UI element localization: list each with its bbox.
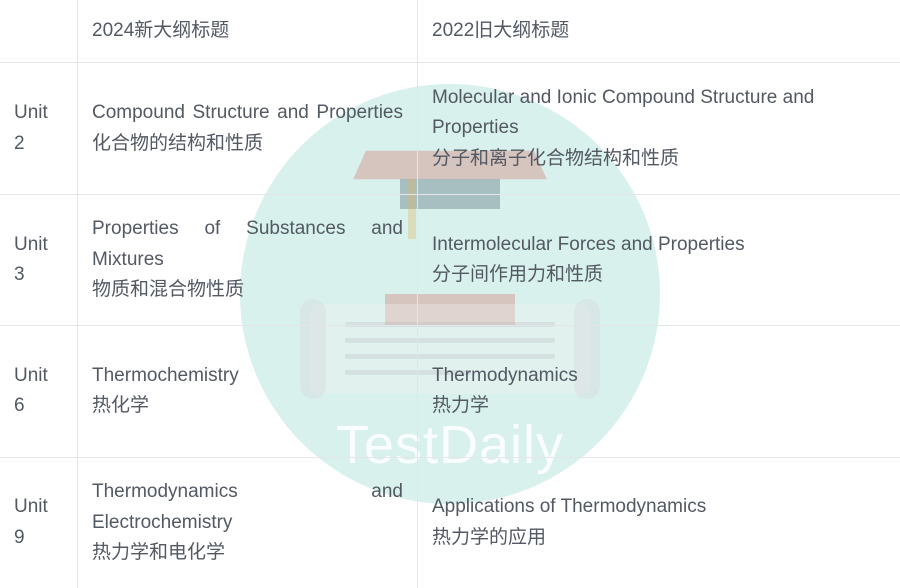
- unit-label-number: 9: [14, 523, 63, 553]
- old-title-en: Intermolecular Forces and Properties: [432, 230, 886, 260]
- unit-label-number: 2: [14, 129, 63, 159]
- old-title-cn: 热力学的应用: [432, 523, 886, 553]
- new-syllabus-cell: Compound Structure and Properties化合物的结构和…: [78, 63, 418, 193]
- unit-label-number: 3: [14, 260, 63, 290]
- old-title-en: Molecular and Ionic Compound Structure a…: [432, 83, 886, 144]
- header-unit-blank: [0, 0, 78, 62]
- old-title-cn: 分子和离子化合物结构和性质: [432, 144, 886, 174]
- unit-cell: Unit6: [0, 326, 78, 456]
- new-title-cn: 热化学: [92, 391, 403, 421]
- unit-label-word: Unit: [14, 492, 63, 522]
- unit-label-word: Unit: [14, 361, 63, 391]
- header-new-syllabus: 2024新大纲标题: [78, 0, 418, 62]
- new-title-cn: 化合物的结构和性质: [92, 129, 403, 159]
- new-syllabus-cell: Thermochemistry热化学: [78, 326, 418, 456]
- new-syllabus-cell: Thermodynamics and Electrochemistry热力学和电…: [78, 458, 418, 588]
- old-syllabus-cell: Applications of Thermodynamics热力学的应用: [418, 458, 900, 588]
- header-old-syllabus: 2022旧大纲标题: [418, 0, 900, 62]
- unit-label-word: Unit: [14, 98, 63, 128]
- unit-label-number: 6: [14, 391, 63, 421]
- old-syllabus-cell: Thermodynamics热力学: [418, 326, 900, 456]
- new-title-en: Thermodynamics and Electrochemistry: [92, 477, 403, 538]
- unit-cell: Unit3: [0, 195, 78, 325]
- unit-cell: Unit9: [0, 458, 78, 588]
- table-header-row: 2024新大纲标题 2022旧大纲标题: [0, 0, 900, 63]
- new-syllabus-cell: Properties of Substances and Mixtures物质和…: [78, 195, 418, 325]
- new-title-en: Compound Structure and Properties: [92, 98, 403, 128]
- new-title-cn: 热力学和电化学: [92, 538, 403, 568]
- old-title-cn: 分子间作用力和性质: [432, 260, 886, 290]
- new-title-en: Thermochemistry: [92, 361, 403, 391]
- old-syllabus-cell: Intermolecular Forces and Properties分子间作…: [418, 195, 900, 325]
- table-row: Unit3Properties of Substances and Mixtur…: [0, 195, 900, 326]
- comparison-table: 2024新大纲标题 2022旧大纲标题 Unit2Compound Struct…: [0, 0, 900, 588]
- table-row: Unit2Compound Structure and Properties化合…: [0, 63, 900, 194]
- old-title-cn: 热力学: [432, 391, 886, 421]
- table-row: Unit9Thermodynamics and Electrochemistry…: [0, 458, 900, 588]
- new-title-en: Properties of Substances and Mixtures: [92, 214, 403, 275]
- old-syllabus-cell: Molecular and Ionic Compound Structure a…: [418, 63, 900, 193]
- new-title-cn: 物质和混合物性质: [92, 275, 403, 305]
- unit-cell: Unit2: [0, 63, 78, 193]
- unit-label-word: Unit: [14, 230, 63, 260]
- table-row: Unit6Thermochemistry热化学Thermodynamics热力学: [0, 326, 900, 457]
- old-title-en: Thermodynamics: [432, 361, 886, 391]
- old-title-en: Applications of Thermodynamics: [432, 492, 886, 522]
